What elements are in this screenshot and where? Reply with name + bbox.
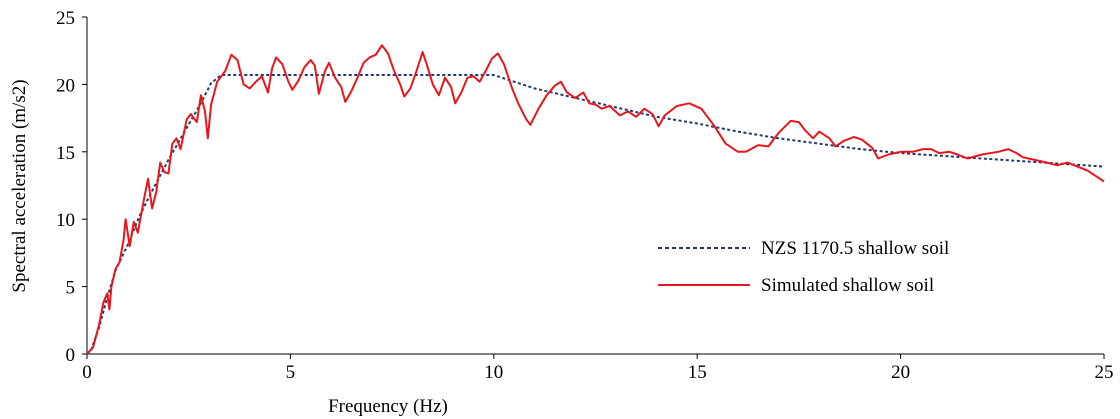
y-ticks: 0 5 10 15 20 25 — [56, 8, 87, 366]
y-axis-title: Spectral acceleration (m/s2) — [9, 79, 30, 292]
series-line-simulated — [86, 44, 1105, 355]
series-layer — [86, 44, 1105, 355]
legend-label-simulated: Simulated shallow soil — [761, 275, 934, 296]
y-tick-label: 0 — [66, 345, 76, 366]
y-tick-label: 10 — [56, 210, 75, 231]
x-tick-label: 5 — [286, 362, 296, 383]
x-tick-label: 25 — [1095, 362, 1114, 383]
x-tick-label: 0 — [82, 362, 92, 383]
y-tick-label: 5 — [66, 278, 76, 299]
x-axis-title: Frequency (Hz) — [328, 396, 448, 417]
legend-label-nzs: NZS 1170.5 shallow soil — [761, 238, 949, 259]
y-tick-label: 20 — [56, 75, 75, 96]
x-ticks: 0 5 10 15 20 25 — [82, 354, 1114, 383]
x-tick-label: 10 — [484, 362, 503, 383]
x-tick-label: 15 — [688, 362, 707, 383]
plot-area: 0 5 10 15 20 25 0 5 10 15 20 25 — [56, 8, 1114, 383]
y-tick-label: 15 — [56, 143, 75, 164]
series-line-nzs — [86, 74, 1105, 355]
x-tick-label: 20 — [891, 362, 910, 383]
legend: NZS 1170.5 shallow soil Simulated shallo… — [658, 238, 949, 296]
y-tick-label: 25 — [56, 8, 75, 29]
